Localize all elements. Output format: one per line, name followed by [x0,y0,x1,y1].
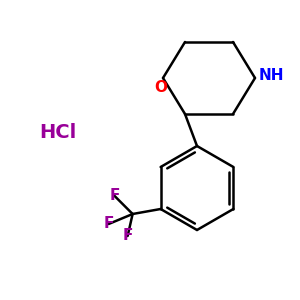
Text: F: F [103,217,114,232]
Text: F: F [110,188,120,203]
Text: O: O [154,80,167,95]
Text: HCl: HCl [39,122,76,142]
Text: F: F [122,229,133,244]
Text: NH: NH [259,68,284,83]
